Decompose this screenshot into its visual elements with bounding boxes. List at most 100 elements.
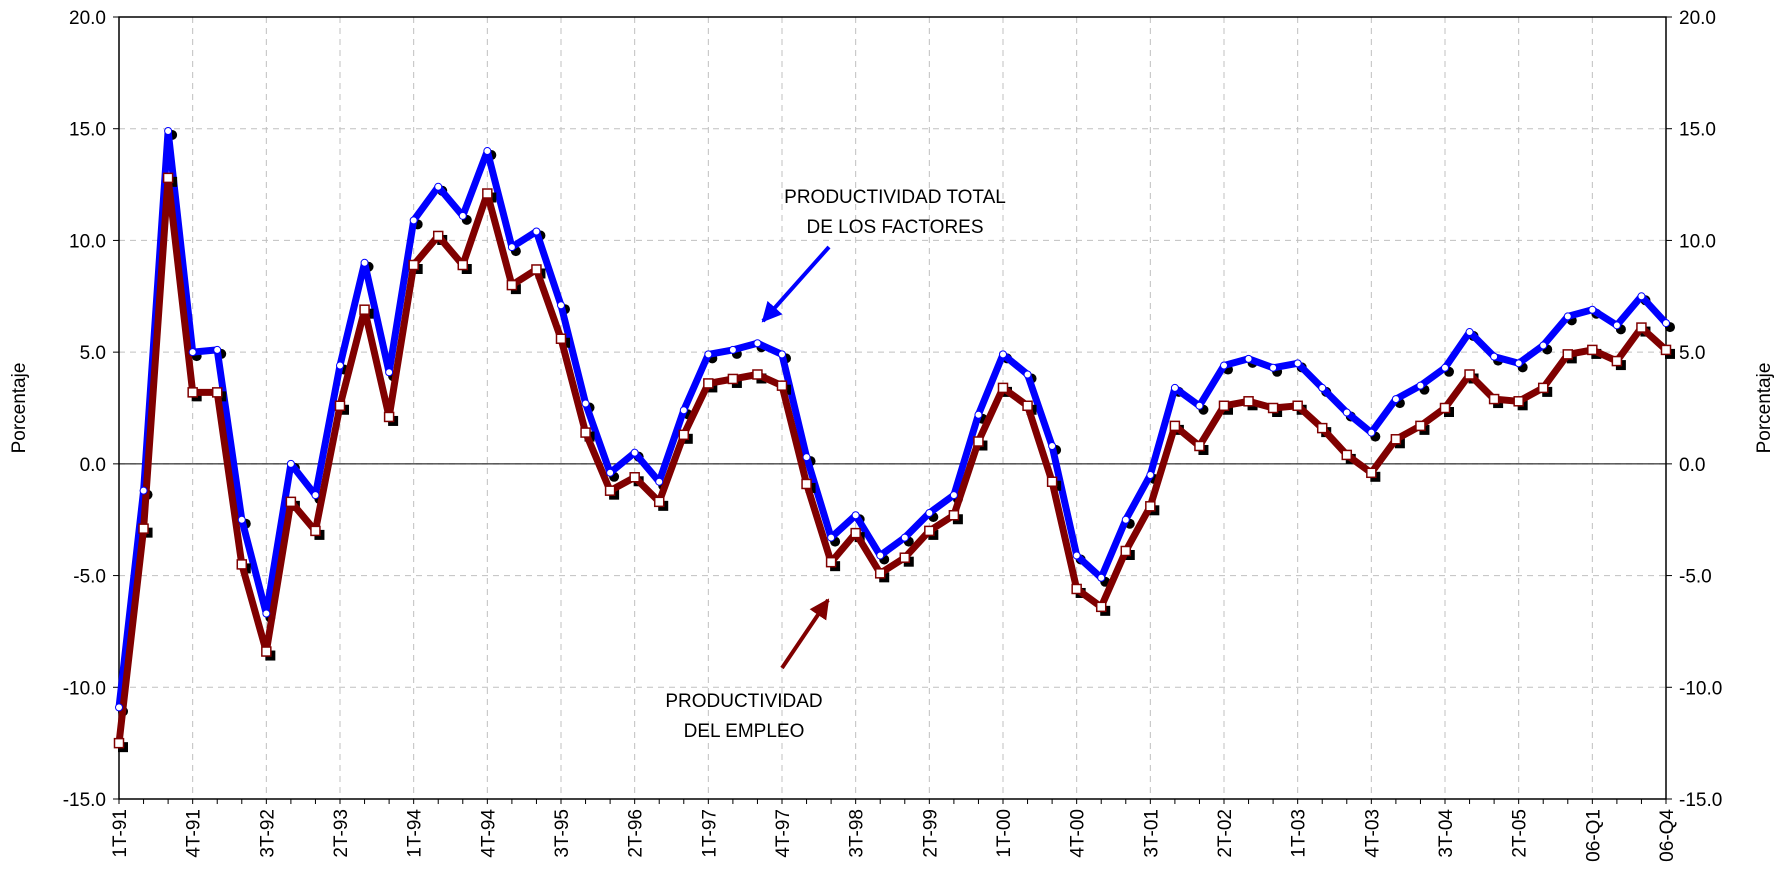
y-tick-label: 20.0 xyxy=(69,8,106,29)
marker xyxy=(1316,422,1328,434)
y-tick-label: 15.0 xyxy=(69,120,106,141)
marker xyxy=(704,350,713,359)
x-tick-label: 1T-03 xyxy=(1289,809,1310,858)
x-tick-label: 2T-96 xyxy=(626,809,647,858)
marker xyxy=(1367,428,1376,437)
x-tick-label: 3T-98 xyxy=(847,809,868,858)
marker xyxy=(1563,312,1572,321)
marker xyxy=(1071,583,1082,595)
x-tick-label: 06-Q1 xyxy=(1583,809,1604,862)
marker xyxy=(557,301,565,310)
marker xyxy=(1390,434,1402,445)
x-tick-label: 06-Q4 xyxy=(1657,809,1678,862)
marker xyxy=(925,509,934,518)
marker xyxy=(1022,400,1033,412)
marker xyxy=(679,406,688,415)
marker xyxy=(457,259,469,271)
x-tick-label: 3T-95 xyxy=(552,809,573,858)
marker xyxy=(924,525,935,537)
marker xyxy=(1194,440,1205,452)
marker xyxy=(1267,402,1279,414)
marker xyxy=(1611,355,1623,367)
marker xyxy=(236,559,248,570)
marker xyxy=(999,350,1007,359)
y-tick-label: -15.0 xyxy=(63,790,106,811)
marker xyxy=(310,525,321,537)
marker xyxy=(778,350,786,359)
marker xyxy=(359,304,370,315)
marker xyxy=(703,378,714,389)
marker xyxy=(1588,305,1597,314)
marker xyxy=(1169,420,1181,432)
marker xyxy=(1342,408,1351,417)
series-line xyxy=(115,127,1669,708)
marker xyxy=(261,646,272,657)
x-tick-label: 1T-00 xyxy=(994,809,1015,858)
marker xyxy=(1513,396,1524,407)
marker xyxy=(630,448,639,457)
y2-tick-label: 20.0 xyxy=(1679,8,1716,29)
y2-tick-label: 15.0 xyxy=(1679,120,1716,141)
marker xyxy=(482,188,493,199)
x-tick-label: 1T-94 xyxy=(405,809,426,858)
marker xyxy=(1244,354,1253,363)
marker xyxy=(1072,551,1081,560)
marker xyxy=(285,496,297,508)
marker xyxy=(1636,322,1647,333)
marker xyxy=(801,478,812,490)
marker xyxy=(629,472,640,483)
marker xyxy=(211,387,223,398)
y2-tick-label: 10.0 xyxy=(1679,231,1716,252)
marker xyxy=(311,491,320,500)
marker xyxy=(1046,476,1058,487)
marker xyxy=(162,172,174,184)
marker xyxy=(458,211,467,220)
marker xyxy=(1243,396,1254,407)
marker xyxy=(1095,601,1107,613)
y-axis-label: Porcentaje xyxy=(9,363,30,454)
y-tick-label: -5.0 xyxy=(73,567,106,588)
y2-tick-label: -15.0 xyxy=(1679,790,1722,811)
marker xyxy=(334,400,346,412)
marker xyxy=(876,551,885,560)
marker xyxy=(1146,471,1155,480)
marker xyxy=(1587,344,1598,356)
marker xyxy=(434,182,443,191)
marker xyxy=(507,243,516,252)
marker xyxy=(286,459,295,468)
marker xyxy=(1318,383,1327,392)
marker xyxy=(1441,363,1449,372)
marker xyxy=(580,427,591,438)
marker xyxy=(581,399,590,408)
marker xyxy=(1439,402,1451,414)
marker xyxy=(1293,359,1302,368)
marker xyxy=(1660,344,1672,356)
y2-tick-label: 0.0 xyxy=(1679,455,1705,476)
marker xyxy=(1490,352,1499,361)
x-tick-label: 4T-00 xyxy=(1068,809,1089,858)
marker xyxy=(1023,370,1032,379)
y-tick-label: 5.0 xyxy=(80,343,106,364)
marker xyxy=(1120,545,1132,557)
x-tick-label: 3T-92 xyxy=(257,809,278,858)
marker xyxy=(139,486,148,495)
marker xyxy=(187,387,198,398)
marker xyxy=(997,382,1009,394)
annotation-arrow xyxy=(761,245,831,323)
marker xyxy=(874,568,886,579)
marker xyxy=(555,333,567,344)
marker xyxy=(776,380,788,391)
marker xyxy=(604,485,616,496)
x-tick-label: 4T-97 xyxy=(773,809,794,858)
plot-frame xyxy=(118,16,1667,800)
x-tick-label: 4T-03 xyxy=(1362,809,1383,858)
marker xyxy=(1048,441,1057,450)
x-tick-label: 4T-94 xyxy=(478,809,499,858)
marker xyxy=(531,264,542,275)
marker xyxy=(532,227,541,236)
marker xyxy=(164,126,173,135)
y-tick-label: -10.0 xyxy=(63,678,106,699)
y-tick-label: 0.0 xyxy=(80,455,106,476)
marker xyxy=(385,368,394,377)
annotation: DEL EMPLEO xyxy=(684,721,805,742)
